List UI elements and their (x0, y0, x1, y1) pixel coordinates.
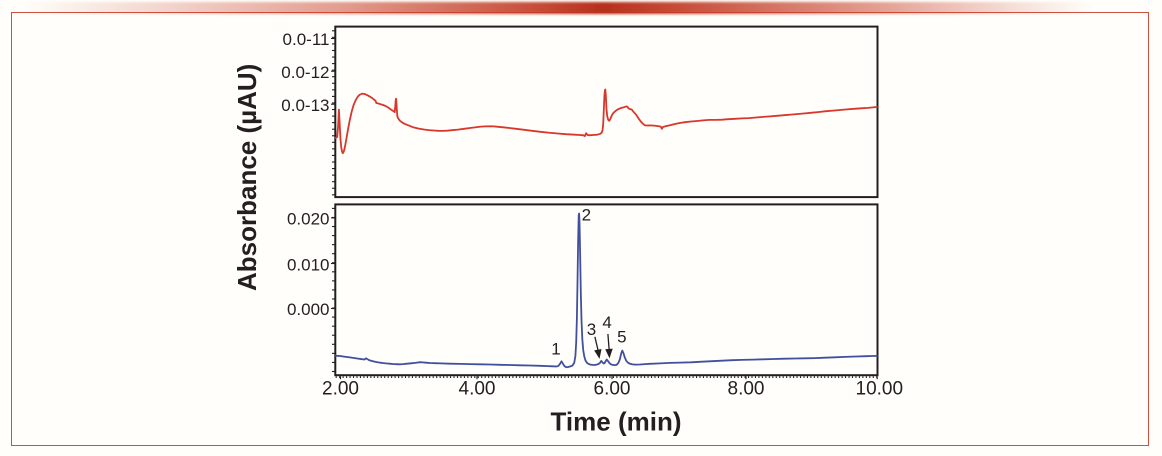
svg-text:2: 2 (582, 206, 591, 225)
svg-text:0.010: 0.010 (287, 255, 330, 274)
svg-text:10.00: 10.00 (856, 379, 904, 400)
svg-text:0.000: 0.000 (287, 300, 330, 319)
svg-text:5: 5 (617, 328, 626, 347)
svg-text:0.0-12: 0.0-12 (281, 63, 329, 82)
svg-text:1: 1 (551, 340, 560, 359)
svg-text:0.0-11: 0.0-11 (283, 30, 330, 49)
svg-text:0.0-13: 0.0-13 (281, 96, 329, 115)
svg-text:4.00: 4.00 (459, 379, 496, 400)
svg-text:0.020: 0.020 (287, 209, 330, 228)
svg-text:3: 3 (587, 320, 596, 339)
svg-text:4: 4 (602, 313, 611, 332)
svg-text:Absorbance (µAU): Absorbance (µAU) (232, 64, 262, 291)
svg-text:2.00: 2.00 (322, 379, 359, 400)
svg-text:8.00: 8.00 (728, 379, 765, 400)
svg-text:Time (min): Time (min) (551, 406, 682, 436)
svg-text:6.00: 6.00 (594, 379, 631, 400)
